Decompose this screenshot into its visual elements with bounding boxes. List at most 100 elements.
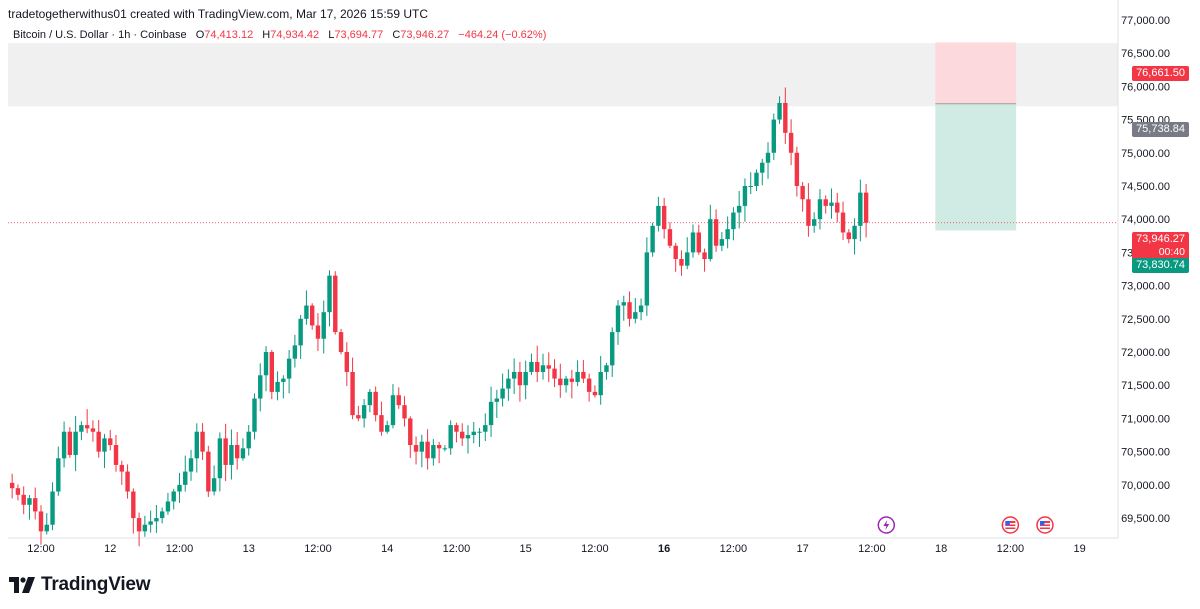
candle-body xyxy=(258,375,263,399)
candle-up xyxy=(159,507,165,524)
candle-down xyxy=(846,229,851,244)
candle-down xyxy=(713,209,719,252)
candle-body xyxy=(835,202,840,213)
candle-body xyxy=(269,352,274,392)
candle-up xyxy=(708,204,713,262)
price-tick-label: 69,500.00 xyxy=(1121,513,1170,525)
candle-body xyxy=(500,388,505,399)
candle-down xyxy=(673,242,678,272)
entry-price-tag: 75,738.84 xyxy=(1132,122,1189,137)
candle-body xyxy=(286,358,292,379)
candle-down xyxy=(661,198,667,239)
candle-down xyxy=(586,373,592,402)
candle-down xyxy=(96,419,101,458)
candle-body xyxy=(119,464,124,472)
candle-body xyxy=(61,431,67,459)
candle-body xyxy=(113,445,119,465)
candle-body xyxy=(102,438,107,452)
candle-body xyxy=(517,371,523,386)
symbol-label[interactable]: Bitcoin / U.S. Dollar · 1h · Coinbase xyxy=(13,29,187,41)
candle-down xyxy=(558,363,563,398)
price-tick-label: 70,500.00 xyxy=(1121,447,1170,459)
candle-body xyxy=(327,275,332,313)
candle-body xyxy=(656,205,661,226)
time-tick-label: 12:00 xyxy=(858,543,886,555)
candle-down xyxy=(517,361,523,402)
candle-down xyxy=(569,369,575,399)
candle-down xyxy=(269,349,274,400)
candle-down xyxy=(38,505,44,545)
open-value: 74,413.12 xyxy=(204,29,254,41)
candle-body xyxy=(165,501,171,512)
candle-up xyxy=(529,353,534,376)
candle-up xyxy=(240,438,246,461)
candle-up xyxy=(246,425,251,456)
candle-body xyxy=(615,305,621,333)
candle-down xyxy=(136,512,142,547)
candle-body xyxy=(794,152,800,186)
candle-body xyxy=(321,312,326,339)
candle-body xyxy=(9,482,15,489)
candle-body xyxy=(200,431,205,452)
bar-countdown: 00:40 xyxy=(1158,246,1185,258)
candle-body xyxy=(535,361,540,372)
candle-down xyxy=(373,386,378,422)
candle-up xyxy=(610,327,615,377)
time-tick-label: 12:00 xyxy=(304,543,332,555)
tradingview-logo[interactable]: TradingView xyxy=(9,574,151,596)
price-tick-label: 72,000.00 xyxy=(1121,347,1170,359)
candle-body xyxy=(488,401,494,426)
candle-body xyxy=(402,405,407,419)
candle-body xyxy=(390,395,396,426)
candle-body xyxy=(159,511,165,519)
candle-up xyxy=(523,360,528,400)
candle-body xyxy=(292,345,298,359)
candle-body xyxy=(454,425,459,432)
candle-up xyxy=(390,384,396,429)
candle-body xyxy=(627,302,632,319)
candle-up xyxy=(154,504,159,533)
candle-body xyxy=(477,431,482,433)
candle-up xyxy=(263,346,269,392)
candle-body xyxy=(367,391,373,406)
candle-body xyxy=(690,232,696,253)
candle-up xyxy=(760,158,765,186)
candle-up xyxy=(165,492,171,515)
candle-down xyxy=(783,87,788,144)
candle-down xyxy=(794,146,800,197)
flag-stripes-icon xyxy=(1005,521,1016,529)
price-tick-label: 70,000.00 xyxy=(1121,480,1170,492)
candle-body xyxy=(396,395,401,406)
candle-up xyxy=(725,216,730,249)
candle-body xyxy=(379,415,384,432)
time-tick-label: 12:00 xyxy=(997,543,1025,555)
candle-body xyxy=(67,431,73,455)
candle-up xyxy=(361,399,367,428)
candle-up xyxy=(598,355,603,405)
candle-up xyxy=(431,439,436,466)
candle-down xyxy=(131,488,136,534)
candle-body xyxy=(50,491,55,525)
candle-up xyxy=(633,298,638,324)
candle-up xyxy=(27,495,32,520)
candle-up xyxy=(258,363,263,412)
candle-body xyxy=(846,232,851,240)
candle-down xyxy=(315,313,321,351)
candle-up xyxy=(79,421,84,441)
candle-body xyxy=(598,371,603,396)
candle-body xyxy=(373,391,378,416)
open-label: O xyxy=(195,29,205,41)
target-price-tag: 73,830.74 xyxy=(1132,258,1189,273)
candle-down xyxy=(552,359,557,388)
candle-down xyxy=(379,401,384,436)
candle-body xyxy=(506,378,511,389)
candle-body xyxy=(361,405,367,419)
candle-body xyxy=(252,398,257,432)
candle-up xyxy=(442,445,448,452)
price-tick-label: 72,500.00 xyxy=(1121,314,1170,326)
candle-up xyxy=(685,237,690,270)
price-chart[interactable]: 69,500.00 70,000.00 70,500.00 71,000.00 71,5… xyxy=(0,0,1200,565)
candle-body xyxy=(154,518,159,522)
low-value: 73,694.77 xyxy=(334,29,384,41)
candle-body xyxy=(783,102,788,133)
